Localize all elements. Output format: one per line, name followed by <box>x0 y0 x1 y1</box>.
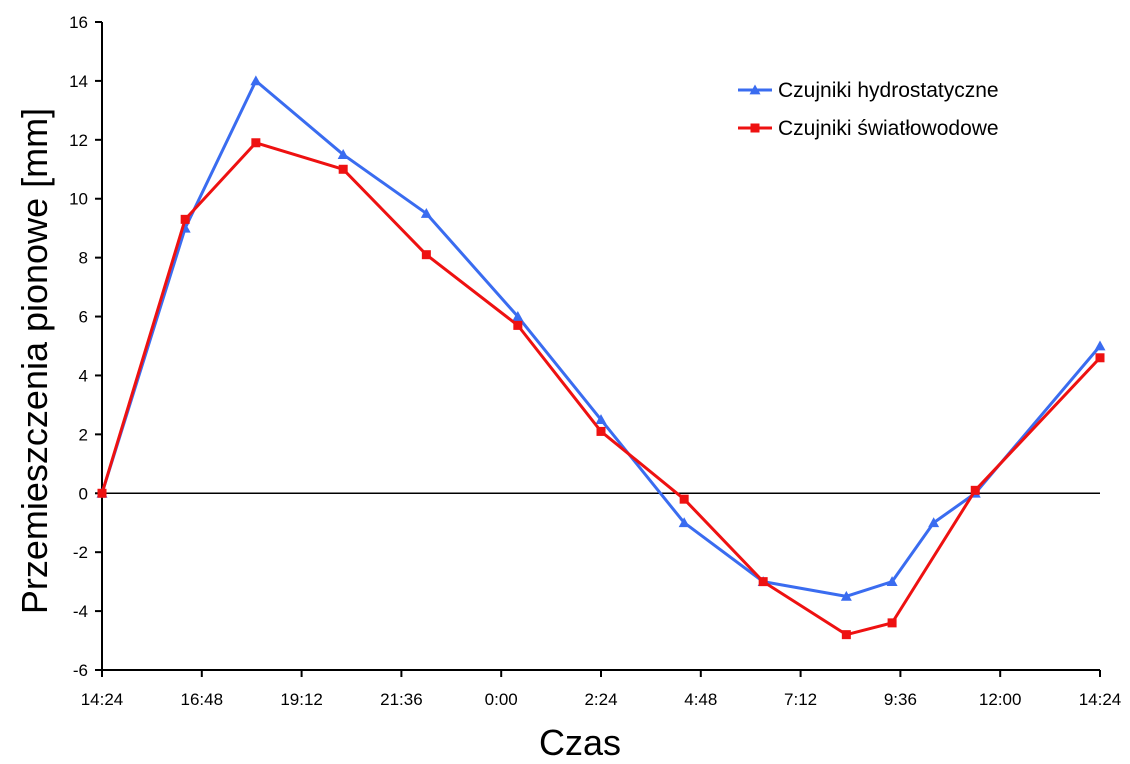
y-axis: -6 -4 -2 0 2 4 6 8 10 12 14 16 <box>69 13 102 680</box>
y-tick-label: 14 <box>69 72 88 91</box>
data-point <box>970 485 980 495</box>
x-tick-label: 0:00 <box>485 690 518 709</box>
data-point <box>841 630 851 640</box>
data-point <box>679 494 689 504</box>
x-tick-label: 14:24 <box>1079 690 1122 709</box>
x-tick-label: 9:36 <box>884 690 917 709</box>
data-point <box>928 517 940 528</box>
x-tick-label: 2:24 <box>584 690 617 709</box>
data-point <box>595 414 607 425</box>
x-tick-label: 14:24 <box>81 690 124 709</box>
x-tick-label: 16:48 <box>181 690 224 709</box>
x-tick-label: 12:00 <box>979 690 1022 709</box>
data-point <box>886 576 898 587</box>
y-tick-label: 4 <box>79 366 88 385</box>
y-axis-title: Przemieszczenia pionowe [mm] <box>14 108 55 614</box>
y-tick-label: 6 <box>79 308 88 327</box>
data-point <box>512 311 524 321</box>
legend: Czujniki hydrostatyczne Czujniki światłow… <box>738 79 999 140</box>
data-point <box>758 577 768 587</box>
y-tick-label: 12 <box>69 131 88 150</box>
x-tick-label: 7:12 <box>784 690 817 709</box>
data-point <box>97 488 107 498</box>
series-line <box>100 141 1102 637</box>
data-point <box>678 517 690 528</box>
y-tick-label: 10 <box>69 190 88 209</box>
y-tick-label: 16 <box>69 13 88 32</box>
data-point <box>421 250 431 260</box>
y-tick-label: 0 <box>79 484 88 503</box>
y-tick-label: -2 <box>73 543 88 562</box>
series-line <box>100 79 1102 598</box>
y-tick-label: -4 <box>73 602 88 621</box>
data-point <box>1094 340 1106 351</box>
series-1 <box>96 75 1106 601</box>
y-tick-label: 2 <box>79 425 88 444</box>
data-point <box>337 149 349 159</box>
series-layer <box>96 75 1106 640</box>
x-axis: 14:24 16:48 19:12 21:36 0:00 2:24 4:48 7:12 9:36… <box>81 670 1122 709</box>
legend-label: Czujniki światłowodowe <box>778 117 999 140</box>
x-tick-label: 19:12 <box>280 690 323 709</box>
data-point <box>420 207 432 218</box>
x-tick-label: 4:48 <box>684 690 717 709</box>
y-tick-label: 8 <box>79 249 88 268</box>
data-point <box>338 164 348 174</box>
data-point <box>180 214 190 224</box>
data-point <box>1095 353 1105 363</box>
data-point <box>513 320 523 330</box>
legend-label: Czujniki hydrostatyczne <box>778 79 999 102</box>
series-2 <box>97 138 1105 640</box>
x-tick-label: 21:36 <box>380 690 423 709</box>
legend-item: Czujniki światłowodowe <box>738 117 999 140</box>
y-tick-label: -6 <box>73 661 88 680</box>
x-axis-title: Czas <box>539 722 621 763</box>
data-point <box>250 75 262 86</box>
data-point <box>887 618 897 628</box>
data-point <box>596 426 606 436</box>
data-point <box>840 590 852 601</box>
data-point <box>251 138 261 148</box>
legend-marker <box>750 123 760 133</box>
legend-marker <box>749 84 761 95</box>
legend-item: Czujniki hydrostatyczne <box>738 79 999 102</box>
